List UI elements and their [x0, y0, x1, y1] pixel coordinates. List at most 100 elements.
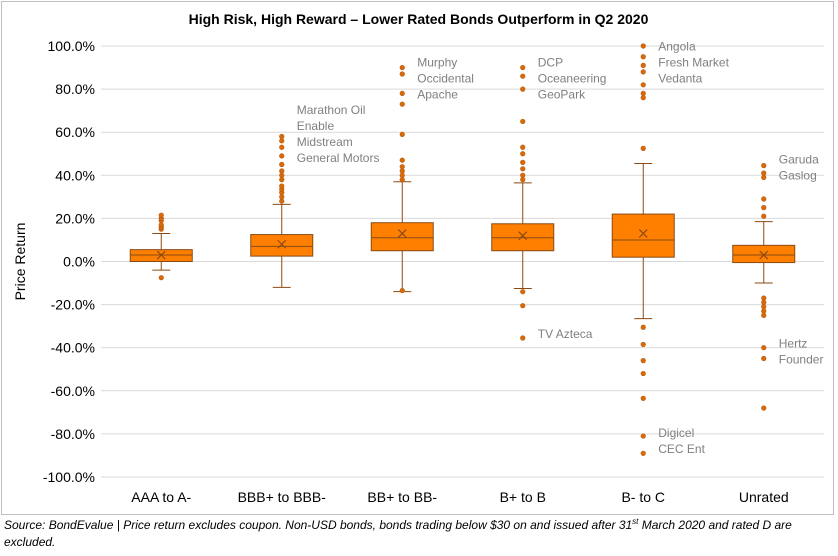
y-tick-label: -40.0%: [51, 340, 95, 356]
outlier-point: [761, 163, 767, 169]
outlier-point: [761, 196, 767, 202]
annotation-label: Vedanta: [658, 71, 702, 85]
outlier-point: [399, 172, 405, 178]
annotation-label: Hertz: [779, 337, 808, 351]
x-tick-label: Unrated: [739, 489, 789, 505]
y-tick-label: 40.0%: [55, 167, 95, 183]
annotation-label: Digicel: [658, 426, 694, 440]
outlier-point: [640, 90, 646, 97]
annotation-label: Murphy: [417, 55, 457, 69]
outlier-point: [399, 164, 405, 170]
outlier-point: [640, 324, 646, 330]
outlier-point: [640, 54, 646, 60]
footnote-text: Source: BondEvalue | Price return exclud…: [4, 518, 633, 532]
outlier-point: [399, 168, 405, 174]
y-tick-label: 0.0%: [63, 254, 95, 270]
chart-footnote: Source: BondEvalue | Price return exclud…: [4, 517, 834, 551]
annotation-label: Founder: [779, 353, 824, 367]
annotation-label: GeoPark: [538, 87, 586, 101]
annotation-label: CEC Ent: [658, 442, 705, 456]
outlier-point: [520, 172, 526, 178]
outlier-point: [640, 43, 646, 49]
outlier-point: [520, 73, 526, 79]
outlier-point: [640, 370, 646, 377]
x-tick-label: B+ to B: [500, 489, 546, 505]
outlier-point: [520, 166, 526, 172]
outlier-point: [640, 395, 646, 401]
outlier-point: [279, 133, 285, 140]
outlier-point: [761, 170, 767, 176]
outlier-point: [279, 138, 285, 144]
outlier-point: [520, 144, 526, 150]
box-iqr: [250, 234, 314, 257]
box-iqr: [370, 222, 434, 252]
box-iqr: [611, 213, 675, 258]
box-iqr: [732, 244, 796, 264]
annotation-label: TV Azteca: [538, 327, 593, 341]
outlier-point: [279, 161, 285, 168]
annotation-label: DCP: [538, 55, 563, 69]
annotation-label: Midstream: [297, 135, 353, 149]
annotation-label: Oceaneering: [538, 71, 607, 85]
outlier-point: [761, 405, 767, 411]
annotation-label: Garuda: [779, 152, 819, 166]
annotation-label: General Motors: [297, 151, 380, 165]
outlier-point: [761, 213, 767, 219]
footnote-superscript: st: [632, 517, 639, 526]
outlier-point: [399, 157, 405, 163]
y-tick-label: -20.0%: [51, 297, 95, 313]
outlier-point: [399, 101, 405, 107]
annotation-label: Gaslog: [779, 168, 817, 182]
outlier-point: [279, 177, 285, 183]
y-tick-label: -100.0%: [43, 469, 95, 485]
outlier-point: [279, 172, 285, 178]
annotation-label: Enable: [297, 119, 335, 133]
annotation-label: Angola: [658, 39, 696, 53]
outlier-point: [520, 303, 526, 309]
mean-marker: [277, 239, 287, 249]
annotation-label: Occidental: [417, 71, 474, 85]
mean-marker: [518, 231, 528, 241]
outlier-point: [399, 131, 405, 137]
outlier-point: [520, 64, 526, 71]
x-tick-label: B- to C: [621, 489, 665, 505]
outlier-point: [279, 194, 285, 200]
mean-marker: [397, 229, 407, 238]
footnote-text-end: March 2020 and rated D are excluded.: [4, 518, 792, 549]
outlier-point: [279, 144, 285, 150]
outlier-point: [520, 151, 526, 157]
x-tick-label: AAA to A-: [131, 489, 191, 505]
y-tick-label: 60.0%: [55, 124, 95, 140]
y-tick-label: 100.0%: [48, 38, 95, 54]
outlier-point: [761, 304, 767, 310]
y-tick-label: 20.0%: [55, 210, 95, 226]
outlier-point: [520, 159, 526, 165]
outlier-point: [640, 69, 646, 75]
outlier-point: [761, 299, 767, 306]
outlier-point: [399, 64, 405, 71]
outlier-point: [640, 358, 646, 364]
outlier-point: [640, 145, 646, 151]
outlier-point: [761, 355, 767, 362]
outlier-point: [640, 95, 646, 101]
outlier-point: [520, 289, 526, 295]
y-tick-label: 80.0%: [55, 81, 95, 97]
y-tick-label: -80.0%: [51, 426, 95, 442]
y-axis-label: Price Return: [12, 223, 28, 301]
mean-marker: [638, 229, 648, 238]
box-plot-chart: High Risk, High Reward – Lower Rated Bon…: [12, 11, 824, 505]
outlier-point: [158, 275, 164, 281]
outlier-point: [640, 62, 646, 68]
outlier-point: [761, 295, 767, 301]
x-tick-label: BB+ to BB-: [367, 489, 437, 505]
outlier-point: [640, 82, 646, 88]
annotation-label: Apache: [417, 87, 458, 101]
outlier-point: [399, 71, 405, 77]
outlier-point: [158, 212, 164, 218]
outlier-point: [640, 450, 646, 456]
outlier-point: [399, 90, 405, 97]
outlier-point: [520, 118, 526, 125]
outlier-point: [761, 174, 767, 181]
outlier-point: [279, 198, 285, 204]
outlier-point: [158, 222, 164, 228]
